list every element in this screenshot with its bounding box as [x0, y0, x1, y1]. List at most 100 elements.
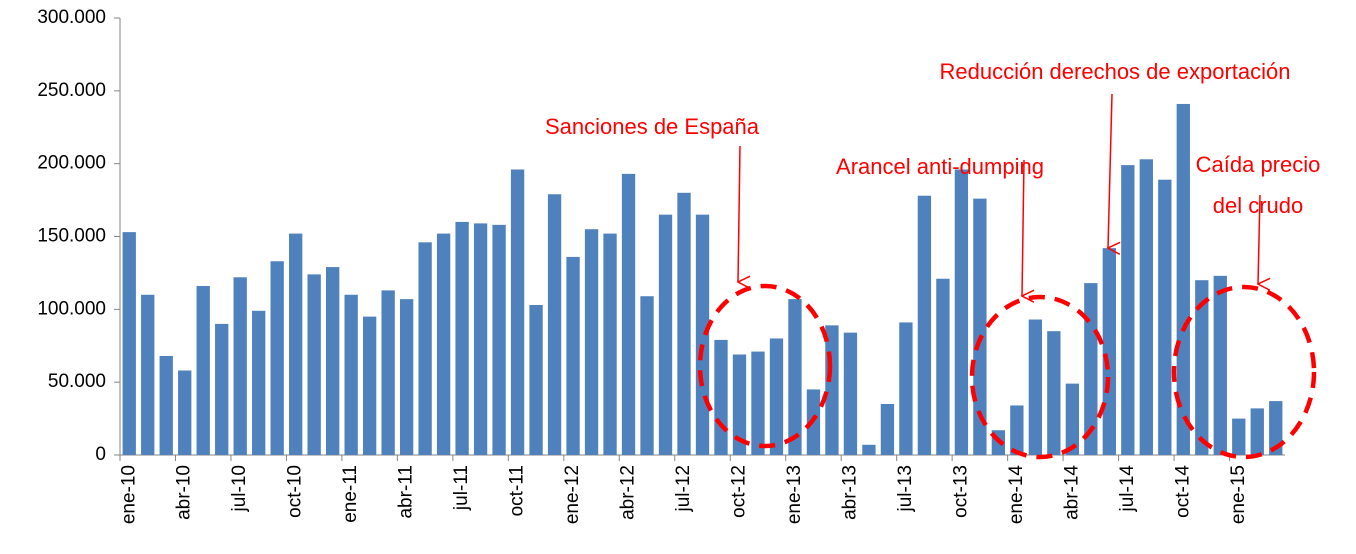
- bar: [289, 233, 303, 455]
- bar: [1084, 283, 1098, 455]
- x-tick-label: abr-10: [174, 465, 195, 520]
- x-tick-label: jul-14: [1117, 465, 1138, 513]
- y-tick-label: 0: [95, 444, 106, 465]
- annotation-circle: [1171, 284, 1317, 460]
- bar: [492, 224, 506, 455]
- annotation-circle: [969, 294, 1111, 460]
- bar: [233, 277, 247, 455]
- x-tick-label: ene-12: [562, 465, 583, 524]
- y-tick-label: 150.000: [37, 226, 106, 247]
- bar: [880, 404, 895, 455]
- annotation-circle: [697, 283, 833, 449]
- annotation: Caída precio: [1196, 152, 1321, 177]
- bar: [751, 351, 765, 455]
- x-tick-label: oct-14: [1172, 465, 1193, 518]
- y-tick-label: 300.000: [37, 7, 106, 28]
- bar: [344, 294, 358, 455]
- bar: [178, 370, 192, 455]
- x-tick-label: abr-14: [1061, 465, 1082, 520]
- x-tick-label: abr-11: [396, 465, 417, 519]
- x-tick-label: oct-12: [728, 465, 749, 518]
- bar: [714, 339, 728, 455]
- annotation: Reducción derechos de exportación: [939, 59, 1290, 84]
- annotation: Sanciones de España: [545, 114, 760, 139]
- x-tick-label: jul-10: [229, 465, 250, 512]
- bar: [843, 332, 858, 455]
- bar: [1250, 408, 1264, 455]
- bar: [1195, 280, 1209, 455]
- y-tick-label: 200.000: [37, 153, 106, 174]
- annotation-arrow: [1022, 159, 1024, 296]
- x-tick-label: oct-10: [285, 465, 306, 518]
- bar: [436, 233, 451, 455]
- bar: [1139, 159, 1153, 455]
- bar: [307, 274, 321, 455]
- bar: [1232, 418, 1246, 455]
- x-tick-label: jul-12: [673, 465, 694, 512]
- bar: [270, 261, 284, 455]
- bar: [1028, 319, 1043, 455]
- annotation-arrow: [738, 145, 740, 282]
- bar: [658, 214, 673, 455]
- bar: [825, 325, 839, 455]
- bar: [1010, 405, 1024, 455]
- bar: [141, 294, 155, 455]
- x-tick-label: oct-11: [507, 465, 528, 516]
- bar: [917, 195, 932, 456]
- bar: [973, 198, 987, 456]
- bar: [732, 354, 747, 455]
- bar: [788, 299, 802, 455]
- bar: [603, 233, 617, 455]
- x-tick-label: jul-13: [895, 465, 916, 512]
- bar: [1176, 103, 1190, 456]
- bar: [159, 355, 173, 455]
- bar: [326, 267, 340, 455]
- bar: [584, 229, 599, 455]
- bar: [862, 444, 876, 455]
- bar: [399, 299, 414, 455]
- bar: [566, 256, 580, 455]
- bar: [1213, 275, 1227, 455]
- x-tick-label: abr-13: [839, 465, 860, 520]
- bar: [1102, 248, 1116, 455]
- y-tick-label: 100.000: [37, 298, 106, 319]
- bar: [936, 278, 950, 455]
- bar: [196, 286, 210, 455]
- bar: [1158, 179, 1172, 455]
- bar: [215, 323, 229, 455]
- x-tick-label: ene-13: [784, 465, 805, 524]
- bar: [677, 192, 691, 456]
- annotation-arrow: [1108, 93, 1112, 248]
- x-tick-label: oct-13: [950, 465, 971, 518]
- bar: [381, 290, 395, 455]
- bar: [418, 242, 432, 455]
- x-tick-label: jul-11: [451, 465, 472, 511]
- bar: [122, 232, 136, 455]
- bar: [1121, 165, 1135, 455]
- bar: [899, 322, 913, 455]
- bar: [1047, 331, 1061, 455]
- bar: [529, 304, 543, 455]
- bar: [954, 169, 969, 455]
- x-tick-label: ene-15: [1228, 465, 1249, 524]
- bar: [640, 296, 654, 455]
- bar: [621, 173, 636, 455]
- bar: [547, 194, 562, 456]
- bar: [362, 316, 377, 455]
- bar: [455, 221, 469, 455]
- annotation: del crudo: [1213, 193, 1304, 218]
- x-tick-label: ene-10: [118, 465, 139, 524]
- bar: [695, 214, 710, 455]
- y-tick-label: 250.000: [37, 80, 106, 101]
- bar: [1269, 401, 1283, 455]
- bar: [510, 169, 525, 455]
- bar: [1065, 383, 1079, 455]
- bar: [252, 310, 266, 455]
- bar: [769, 338, 784, 455]
- x-tick-label: ene-11: [340, 465, 361, 523]
- x-tick-label: abr-12: [618, 465, 639, 520]
- y-tick-label: 50.000: [48, 371, 106, 392]
- annotation: Arancel anti-dumping: [836, 154, 1044, 179]
- bar: [473, 223, 488, 455]
